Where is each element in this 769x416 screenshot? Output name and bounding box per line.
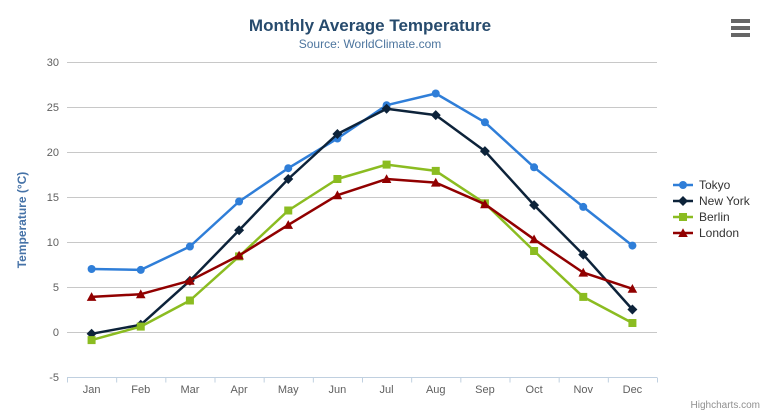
data-point [87, 265, 96, 273]
x-axis-label: Dec [623, 384, 643, 396]
y-axis-label: 0 [53, 327, 59, 339]
y-axis-label: 15 [47, 192, 59, 204]
data-point [135, 289, 146, 299]
data-point [284, 206, 293, 215]
data-point [430, 177, 441, 187]
data-point [382, 160, 391, 169]
chart-subtitle: Source: WorldClimate.com [298, 37, 442, 51]
hamburger-icon [731, 19, 750, 23]
data-point [578, 249, 589, 260]
data-point [333, 175, 342, 183]
data-point [529, 234, 539, 244]
y-axis-label: 10 [47, 237, 59, 249]
data-point [284, 164, 293, 173]
data-point [627, 284, 638, 293]
data-point [530, 163, 539, 172]
series-line-berlin [90, 163, 634, 342]
series-line-london [90, 177, 634, 299]
data-point [136, 265, 145, 274]
data-point [480, 118, 489, 127]
data-point [185, 275, 195, 285]
series-london [86, 174, 638, 301]
data-point [234, 250, 244, 260]
data-point [87, 336, 96, 345]
x-axis-label: Sep [475, 384, 495, 396]
series-line-new-york [90, 107, 634, 336]
legend-symbol [678, 196, 688, 206]
data-point [332, 129, 343, 139]
x-axis-label: Aug [426, 384, 446, 396]
legend-marker-triangle-icon [673, 228, 693, 237]
y-axis-label: 20 [47, 147, 59, 159]
context-menu-button[interactable] [731, 19, 753, 37]
legend-marker-square-icon [673, 213, 693, 221]
legend: Tokyo New York Berlin London [672, 177, 750, 241]
data-point [381, 174, 392, 183]
legend-symbol [678, 228, 688, 237]
data-point [86, 292, 97, 301]
x-axis-label: Jul [380, 384, 394, 396]
data-point [627, 304, 638, 315]
legend-marker-diamond-icon [673, 196, 693, 206]
data-point [136, 322, 145, 331]
highcharts-credits[interactable]: Highcharts.com [690, 400, 760, 411]
legend-item-tokyo[interactable]: Tokyo [672, 177, 750, 193]
data-point [381, 103, 392, 114]
data-point [431, 166, 440, 175]
data-point [234, 225, 245, 236]
legend-symbol [679, 213, 687, 221]
data-point [332, 190, 343, 200]
data-point [479, 146, 490, 157]
data-point [431, 89, 440, 98]
data-point [283, 220, 294, 229]
x-axis-label: Nov [573, 384, 593, 396]
legend-item-berlin[interactable]: Berlin [672, 209, 750, 225]
data-point [530, 247, 539, 255]
chart-title: Monthly Average Temperature [248, 16, 492, 35]
x-axis-label: Oct [526, 384, 543, 396]
series-line-tokyo [90, 92, 634, 272]
data-point [185, 242, 194, 251]
legend-marker-circle-icon [673, 181, 693, 189]
series-tokyo [87, 89, 637, 274]
data-point [480, 199, 490, 209]
x-axis-label: Jan [83, 384, 101, 396]
x-axis-label: May [278, 384, 299, 396]
data-point [628, 319, 637, 327]
legend-label: London [699, 226, 740, 240]
data-point [529, 200, 540, 211]
x-axis-label: Mar [180, 384, 199, 396]
y-axis-label: 30 [47, 57, 59, 69]
legend-label: New York [699, 194, 750, 208]
data-point [628, 241, 637, 250]
data-point [578, 267, 589, 277]
data-point [185, 296, 194, 305]
y-axis-label: 5 [53, 282, 59, 294]
legend-label: Berlin [699, 210, 730, 224]
x-axis-label: Jun [329, 384, 347, 396]
data-point [430, 110, 441, 121]
y-axis-label: 25 [47, 102, 59, 114]
y-axis-label: -5 [49, 372, 59, 384]
data-point [579, 202, 588, 211]
data-point [283, 174, 294, 184]
x-axis-label: Apr [231, 384, 248, 396]
series-new-york [86, 103, 638, 339]
legend-item-new-york[interactable]: New York [672, 193, 750, 209]
legend-item-london[interactable]: London [672, 225, 750, 241]
data-point [579, 292, 588, 301]
x-axis-label: Feb [131, 384, 150, 396]
legend-symbol [679, 181, 687, 189]
y-axis-title: Temperature (°C) [15, 171, 29, 269]
data-point [235, 197, 244, 206]
legend-label: Tokyo [699, 178, 731, 192]
